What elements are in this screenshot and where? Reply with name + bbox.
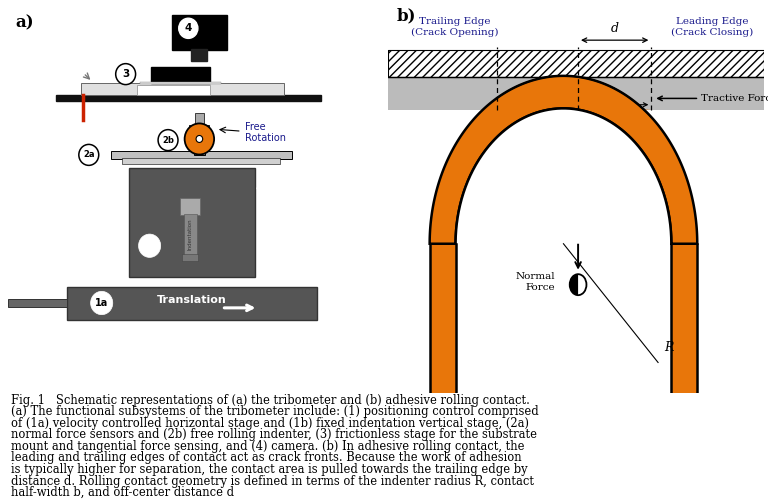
Text: 2a: 2a xyxy=(83,150,94,159)
Text: Trailing Edge
(Crack Opening): Trailing Edge (Crack Opening) xyxy=(411,17,498,38)
Polygon shape xyxy=(455,108,671,244)
Bar xyxy=(189,125,210,137)
Text: half-width b, and off-center distance d: half-width b, and off-center distance d xyxy=(12,486,234,499)
Text: 4: 4 xyxy=(184,24,192,33)
Bar xyxy=(55,96,321,101)
Bar xyxy=(172,15,227,50)
Text: b): b) xyxy=(396,8,415,25)
Circle shape xyxy=(184,123,214,154)
Text: R: R xyxy=(664,341,674,354)
Bar xyxy=(122,158,280,164)
Text: b: b xyxy=(611,87,619,100)
Polygon shape xyxy=(570,274,578,295)
Text: Indentation: Indentation xyxy=(187,218,193,250)
Text: Translation: Translation xyxy=(157,295,227,305)
Bar xyxy=(8,299,67,307)
Text: normal force sensors and (2b) free rolling indenter, (3) frictionless stage for : normal force sensors and (2b) free rolli… xyxy=(12,428,538,441)
Text: d: d xyxy=(611,22,619,35)
Bar xyxy=(388,78,764,110)
Bar xyxy=(671,244,697,393)
Text: 1a: 1a xyxy=(95,298,108,308)
Text: b: b xyxy=(533,87,541,100)
Polygon shape xyxy=(429,76,697,244)
Text: Tractive Force: Tractive Force xyxy=(701,94,768,103)
Circle shape xyxy=(138,234,161,258)
Text: Indentation: Indentation xyxy=(259,184,269,253)
Bar xyxy=(194,142,205,155)
Polygon shape xyxy=(497,76,651,117)
Bar xyxy=(151,67,210,83)
Bar xyxy=(184,213,197,256)
Circle shape xyxy=(570,274,587,295)
Circle shape xyxy=(116,64,136,85)
Bar xyxy=(67,287,317,320)
Bar xyxy=(180,198,200,214)
Bar xyxy=(141,82,221,84)
Circle shape xyxy=(196,135,203,142)
Bar xyxy=(81,83,284,96)
Text: Normal
Force: Normal Force xyxy=(515,272,555,292)
Text: 3: 3 xyxy=(122,69,129,79)
Bar xyxy=(137,85,210,96)
Bar xyxy=(191,49,207,61)
Bar xyxy=(182,254,198,262)
Text: mount and tangential force sensing, and (4) camera. (b) In adhesive rolling cont: mount and tangential force sensing, and … xyxy=(12,440,525,453)
Bar xyxy=(129,168,255,277)
Text: of (1a) velocity controlled horizontal stage and (1b) fixed indentation vertical: of (1a) velocity controlled horizontal s… xyxy=(12,417,529,430)
Text: distance d. Rolling contact geometry is defined in terms of the indenter radius : distance d. Rolling contact geometry is … xyxy=(12,474,535,487)
Bar xyxy=(388,50,764,78)
Text: 2b: 2b xyxy=(162,136,174,145)
Text: 1b: 1b xyxy=(143,241,157,250)
Circle shape xyxy=(179,18,198,39)
Text: Free
Rotation: Free Rotation xyxy=(246,122,286,143)
Text: Leading Edge
(Crack Closing): Leading Edge (Crack Closing) xyxy=(670,17,753,38)
Text: a): a) xyxy=(15,15,34,32)
Bar xyxy=(429,244,455,393)
Circle shape xyxy=(79,144,99,165)
Bar xyxy=(195,113,204,125)
Text: Fig. 1   Schematic representations of (a) the tribometer and (b) adhesive rollin: Fig. 1 Schematic representations of (a) … xyxy=(12,394,531,407)
Text: is typically higher for separation, the contact area is pulled towards the trail: is typically higher for separation, the … xyxy=(12,463,528,476)
Text: leading and trailing edges of contact act as crack fronts. Because the work of a: leading and trailing edges of contact ac… xyxy=(12,451,522,464)
Bar xyxy=(111,151,292,159)
Circle shape xyxy=(158,130,178,151)
Text: (a) The functional subsystems of the tribometer include: (1) positioning control: (a) The functional subsystems of the tri… xyxy=(12,405,539,418)
Circle shape xyxy=(91,292,113,315)
